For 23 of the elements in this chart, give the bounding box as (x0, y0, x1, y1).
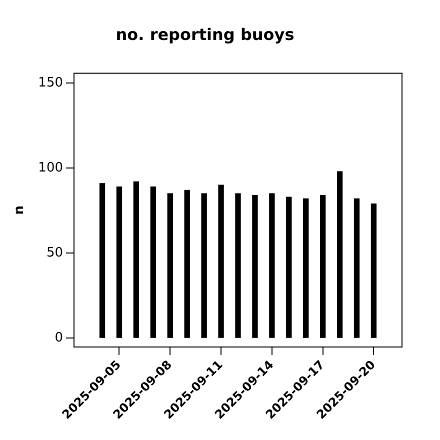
bar (184, 190, 190, 338)
bar (269, 193, 275, 338)
bar (218, 184, 224, 338)
bar (286, 196, 292, 338)
bar (370, 203, 377, 338)
bar (201, 193, 207, 338)
bar (116, 186, 122, 338)
bar (252, 194, 258, 338)
y-tick-label: 150 (38, 76, 63, 91)
bar (167, 193, 173, 338)
y-axis-title: n (12, 205, 28, 215)
bar (235, 193, 241, 338)
bar (320, 194, 326, 338)
bar (99, 183, 106, 338)
y-tick-label: 100 (38, 160, 63, 176)
y-tick-label: 50 (46, 245, 63, 260)
y-tick-label: 0 (54, 330, 63, 346)
bar (354, 198, 360, 338)
bar (303, 198, 309, 338)
bar (133, 181, 140, 338)
bar (336, 171, 343, 338)
bar (150, 186, 156, 338)
chart-title: no. reporting buoys (116, 24, 294, 44)
